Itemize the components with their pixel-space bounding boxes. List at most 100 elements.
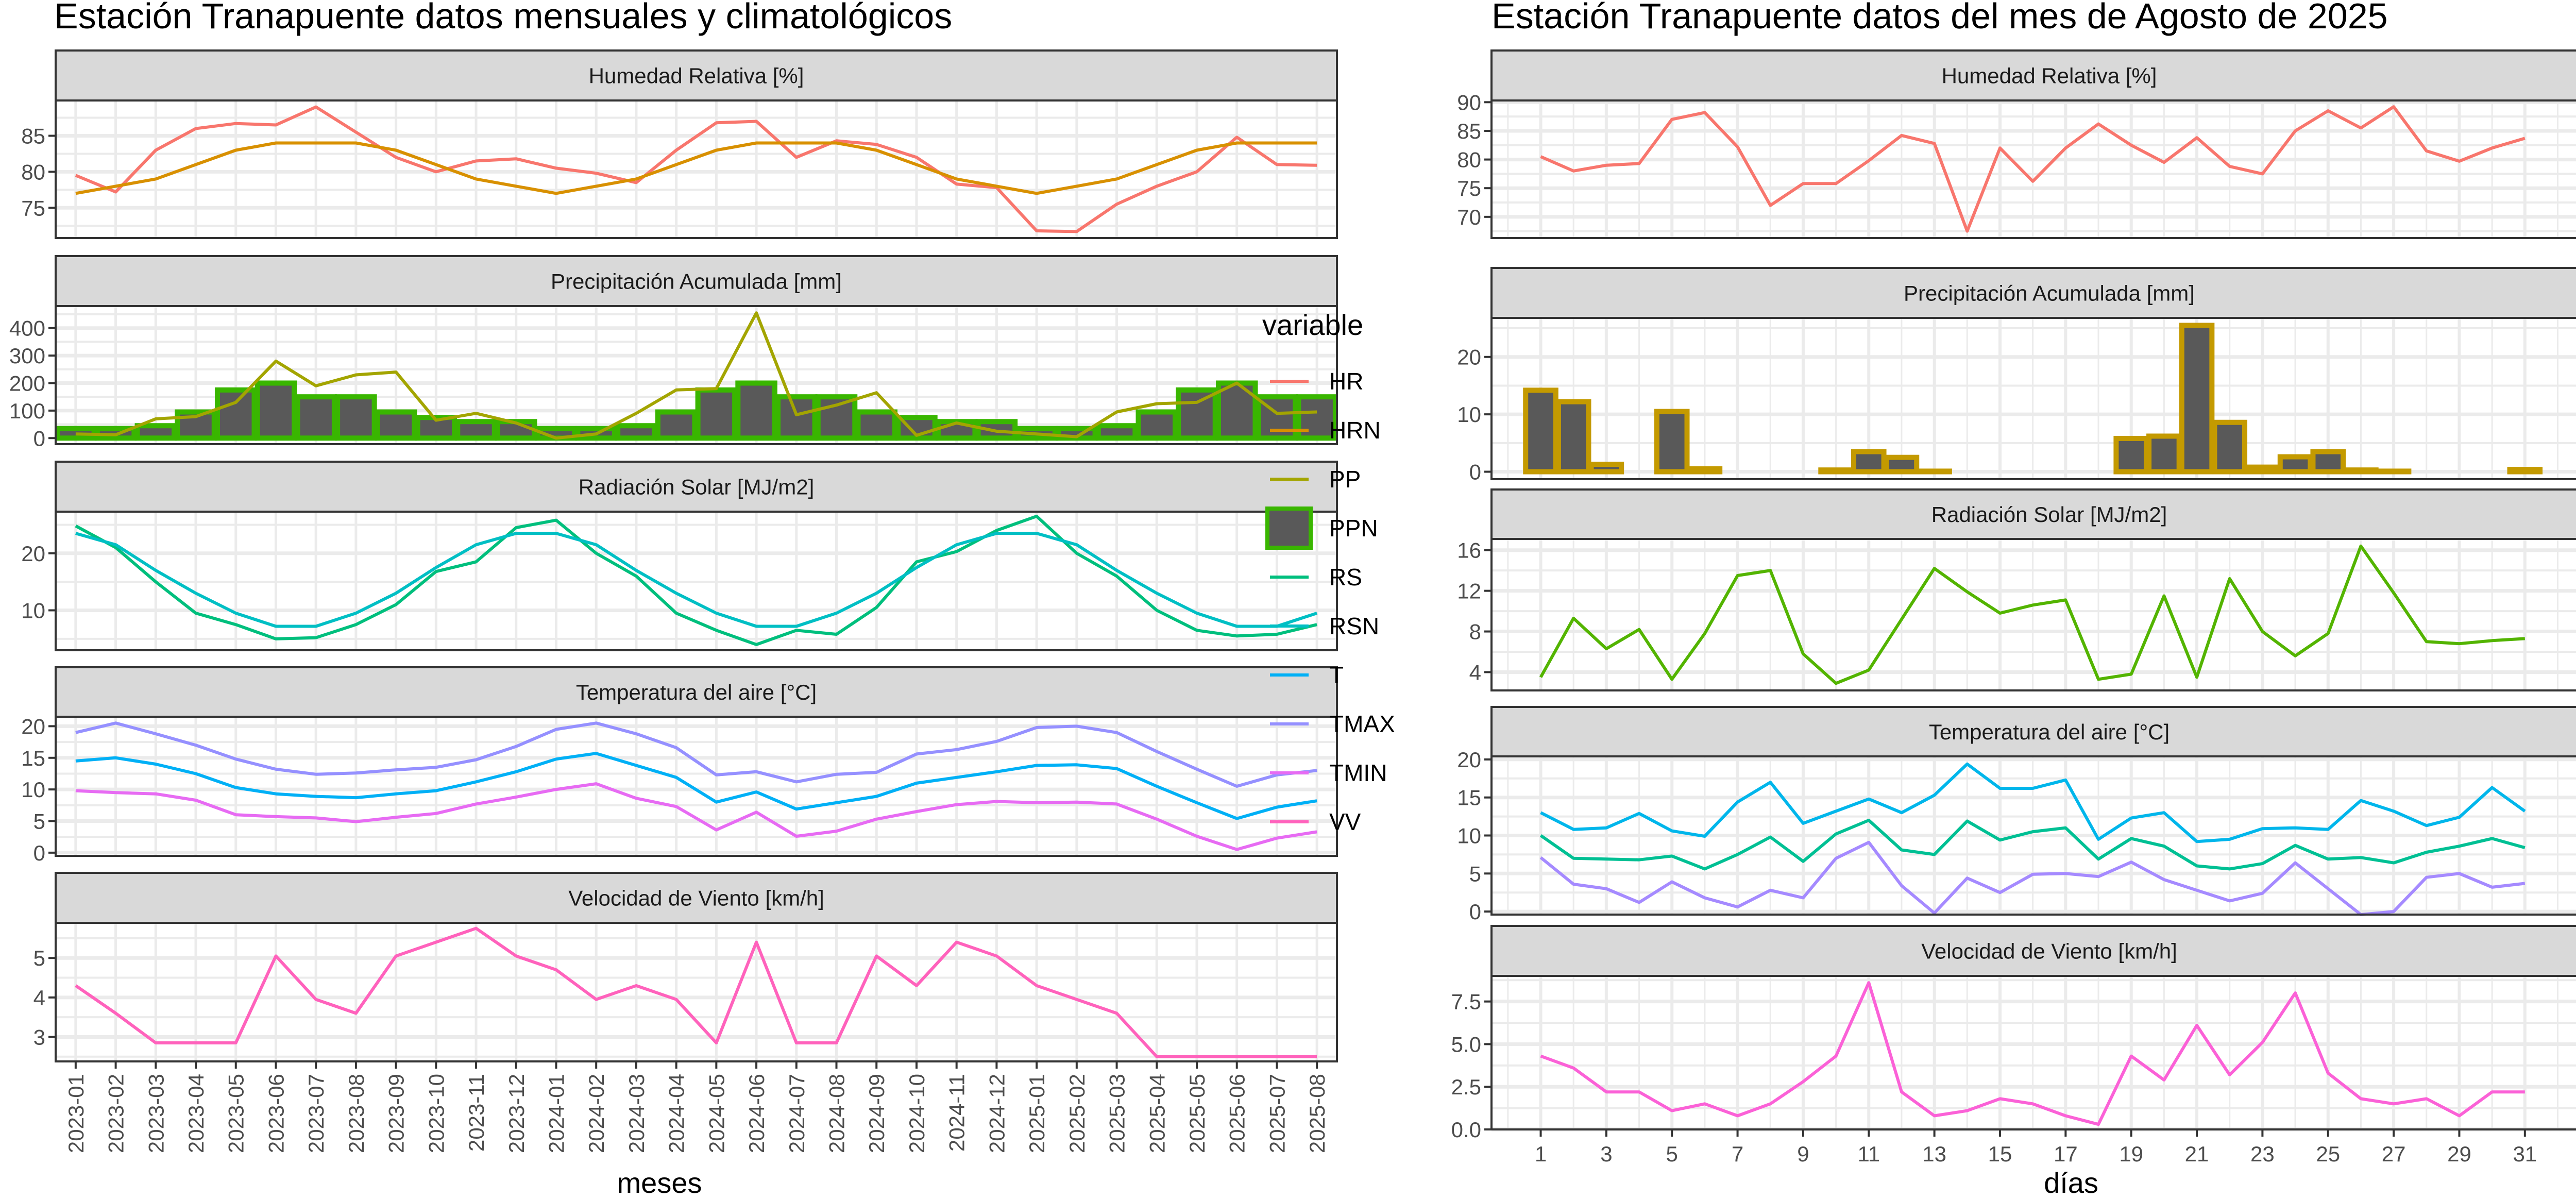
panel-strip-label: Precipitación Acumulada [mm] [551,269,842,294]
bar-pp [2343,467,2379,475]
y-tick-label: 10 [1457,824,1481,848]
y-tick-label: 20 [21,542,45,566]
x-tick-label: 27 [2382,1142,2406,1166]
panel-border [1490,755,2576,916]
bar-ppn [255,380,297,441]
y-tick-label: 0 [1469,900,1481,924]
y-tick-label: 85 [21,124,45,148]
plot-area [1492,318,2576,479]
legend-item-tmin: TMIN [1270,759,1387,786]
daily-panels: Humedad Relativa [%]7075808590Precipitac… [1451,49,2576,1166]
bar-ppn [775,394,818,441]
bar-ppn [1095,423,1138,441]
legend-label: VV [1329,808,1361,835]
legend-label: TMAX [1329,711,1395,737]
bar-pp [2310,449,2346,475]
y-tick-label: 7.5 [1451,990,1481,1014]
x-tick-label: 2023-01 [64,1074,88,1153]
x-tick-label: 2025-07 [1265,1074,1289,1153]
y-tick-label: 5 [33,946,45,970]
y-tick-label: 5 [33,809,45,834]
panel-border [55,305,1338,445]
y-tick-label: 5.0 [1451,1032,1481,1056]
x-tick-label: 2023-07 [304,1074,328,1153]
plot-area [56,923,1337,1061]
panel-border [1490,317,2576,480]
bar-pp [1555,399,1591,475]
x-tick-label: 15 [1988,1142,2012,1166]
series-line-hrn [75,141,1317,195]
x-tick-label: 2023-12 [504,1074,529,1153]
legend-item-vv: VV [1270,808,1361,835]
bar-ppn [735,380,777,441]
bar-ppn [375,409,417,441]
x-tick-label: 2024-03 [624,1074,649,1153]
x-tick-label: 25 [2316,1142,2340,1166]
legend-label: PPN [1329,515,1378,542]
x-tick-label: 2025-03 [1105,1074,1129,1153]
y-tick-label: 10 [21,599,45,623]
legend-item-hrn: HRN [1270,417,1381,444]
series-line-tmax [1540,762,2526,843]
panel-2: Precipitación Acumulada [mm] 0 10 20 [1457,267,2576,484]
daily-chart: Estación Tranapuente datos del mes de Ag… [1451,0,2576,1199]
x-tick-label: 7 [1732,1142,1743,1166]
y-tick-label: 5 [1469,862,1481,886]
x-axis-title-monthly: meses [617,1167,702,1199]
legend-item-pp: PP [1270,466,1361,493]
bar-ppn [615,423,657,441]
legend-item-t: T [1270,662,1344,688]
x-tick-label: 2023-02 [104,1074,128,1153]
y-tick-label: 20 [1457,345,1481,369]
plot-area [1492,539,2576,690]
series-line-rsn [75,532,1318,628]
y-tick-label: 10 [1457,402,1481,427]
x-tick-label: 2023-06 [264,1074,288,1153]
x-axis-title-daily: días [2044,1167,2098,1199]
panel-strip [1490,706,2576,757]
y-tick-label: 0.0 [1451,1118,1481,1142]
bar-pp [2212,419,2248,475]
panel-strip-label: Humedad Relativa [%] [589,64,804,88]
x-tick-label: 11 [1857,1142,1880,1166]
panel-border [55,511,1338,651]
plot-area [1492,976,2576,1129]
panel-3: Radiación Solar [MJ/m2] 10 20 [21,461,1338,651]
y-tick-label: 16 [1457,538,1481,563]
x-tick-label: 2024-11 [945,1074,969,1152]
panel-border [55,922,1338,1062]
x-tick-label: 2024-07 [785,1074,809,1153]
x-tick-label: 2023-08 [344,1074,368,1153]
bar-ppn [214,387,257,441]
series-line-vv [1540,981,2525,1126]
panel-3: Radiación Solar [MJ/m2] 4 8 12 16 [1457,488,2576,691]
chart-title-monthly: Estación Tranapuente datos mensuales y c… [54,0,952,36]
bar-pp [1851,449,1887,475]
bar-ppn [1136,409,1178,441]
panel-strip [55,49,1338,102]
series-line-tmin [75,782,1317,851]
panel-border [55,716,1338,857]
legend-item-ppn: PPN [1265,506,1378,550]
x-tick-label: 2023-10 [424,1074,448,1153]
x-tick-label: 2024-01 [544,1074,568,1153]
x-tick-label: 13 [1922,1142,1946,1166]
panel-strip-label: Humedad Relativa [%] [1942,64,2157,88]
x-tick-label: 2025-04 [1145,1074,1169,1153]
bar-ppn [335,394,377,441]
bar-ppn [815,394,858,441]
panel-strip [1490,925,2576,977]
panel-strip-label: Radiación Solar [MJ/m2] [1931,502,2167,527]
y-tick-label: 400 [9,316,45,341]
panel-1: Humedad Relativa [%] 75 80 85 [21,49,1338,239]
bar-pp [1884,454,1920,475]
legend-label: T [1329,662,1344,688]
panel-2: Precipitación Acumulada [mm] 0 100 200 300 40… [9,255,1338,450]
bar-ppn [655,409,698,441]
x-tick-label: 2025-06 [1225,1074,1249,1153]
legend-item-rsn: RSN [1270,613,1379,639]
monthly-chart: Estación Tranapuente datos mensuales y c… [9,0,1395,1199]
series-line-rs [1539,544,2525,685]
x-tick-label: 2023-05 [224,1074,248,1153]
monthly-panels: Humedad Relativa [%] 75 80 85 Precipitación … [9,49,1338,1153]
